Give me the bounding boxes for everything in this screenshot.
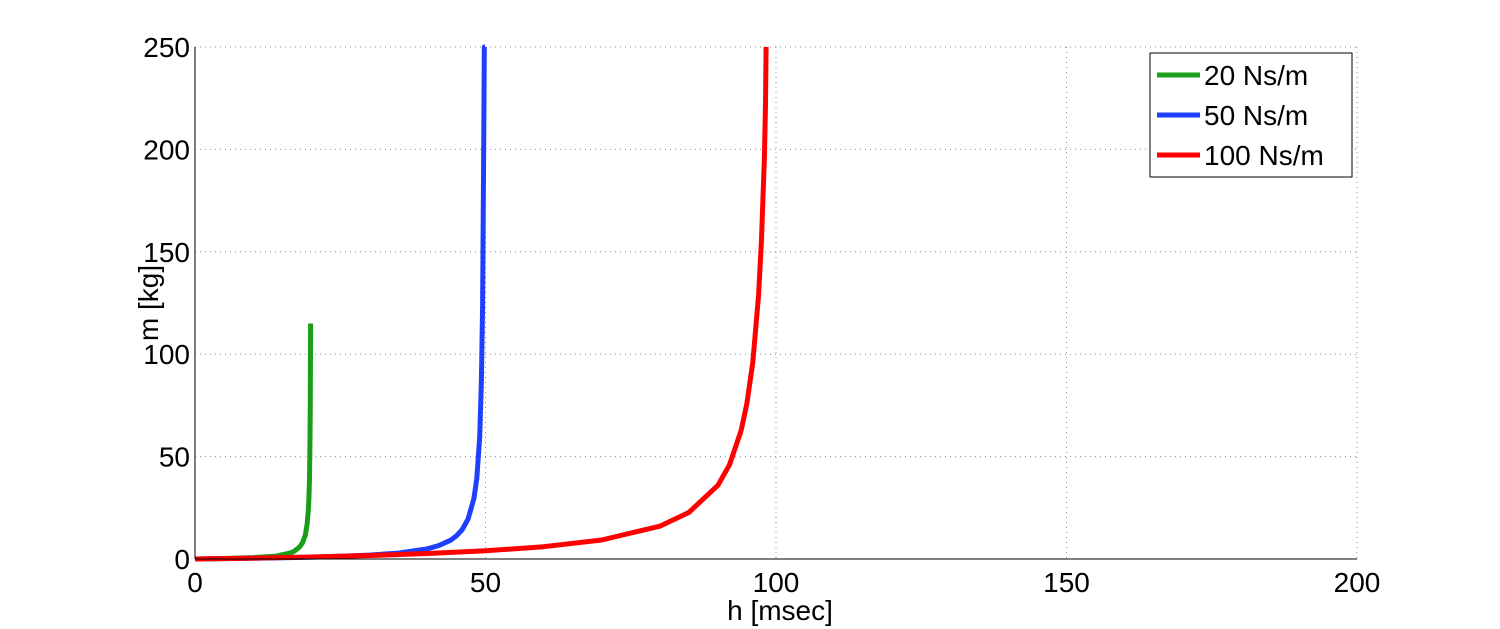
y-tick-label: 200 (143, 134, 190, 165)
x-tick-label: 50 (470, 567, 501, 598)
y-tick-label: 0 (174, 544, 190, 575)
x-axis-label: h [msec] (727, 595, 833, 626)
tick-labels: 0 50 100 150 200 0 50 100 150 200 250 (143, 32, 1380, 598)
legend-label-2: 50 Ns/m (1204, 100, 1308, 131)
y-axis-label: m [kg] (133, 265, 164, 341)
y-tick-label: 150 (143, 237, 190, 268)
x-tick-label: 150 (1043, 567, 1090, 598)
x-tick-label: 0 (187, 567, 203, 598)
series-line-3 (194, 46, 769, 562)
axes (194, 47, 1357, 560)
y-tick-label: 250 (143, 32, 190, 63)
legend-label-3: 100 Ns/m (1204, 140, 1324, 171)
series-lines (194, 44, 769, 562)
y-tick-label: 100 (143, 339, 190, 370)
x-tick-label: 200 (1334, 567, 1381, 598)
legend-label-1: 20 Ns/m (1204, 60, 1308, 91)
y-tick-label: 50 (159, 442, 190, 473)
x-tick-label: 100 (753, 567, 800, 598)
legend: 20 Ns/m 50 Ns/m 100 Ns/m (1149, 52, 1353, 178)
